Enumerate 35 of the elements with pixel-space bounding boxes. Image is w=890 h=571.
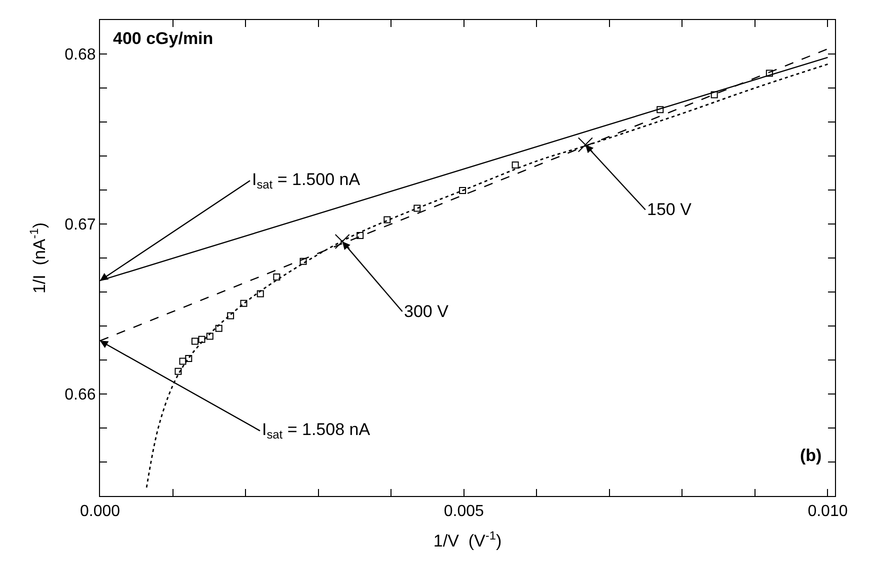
annotation: (b) — [800, 446, 822, 465]
annotation: 400 cGy/min — [113, 29, 214, 48]
point — [710, 91, 718, 98]
x-tick-label: 0.005 — [444, 503, 484, 520]
x-tick-label: 0.000 — [80, 503, 120, 520]
x-axis-title: 1/V (V$^{-1}$) — [433, 528, 502, 551]
point — [273, 274, 280, 281]
point — [414, 204, 421, 212]
x-tick-label: 0.010 — [808, 503, 848, 520]
point — [215, 324, 222, 332]
point — [198, 336, 206, 343]
point — [356, 232, 364, 240]
point — [384, 216, 391, 224]
annotation: I$_{sat}$ = 1.500 nA — [252, 170, 361, 192]
point — [191, 338, 198, 345]
point — [179, 358, 186, 365]
point — [300, 258, 307, 265]
point — [185, 354, 192, 362]
point — [656, 106, 664, 114]
annotation: I$_{sat}$ = 1.508 nA — [262, 420, 371, 442]
point — [240, 300, 248, 307]
point — [459, 187, 466, 194]
y-tick-label: 0.66 — [64, 386, 96, 404]
point — [578, 137, 593, 152]
point — [766, 70, 773, 77]
annotation: 150 V — [647, 200, 692, 219]
y-tick-label: 0.68 — [64, 46, 96, 64]
point — [334, 234, 350, 250]
point — [206, 332, 214, 340]
y-tick-label: 0.67 — [64, 216, 96, 234]
point — [174, 368, 182, 375]
point — [512, 162, 519, 169]
point — [227, 312, 234, 320]
annotation: 300 V — [404, 302, 450, 321]
point — [256, 290, 264, 298]
